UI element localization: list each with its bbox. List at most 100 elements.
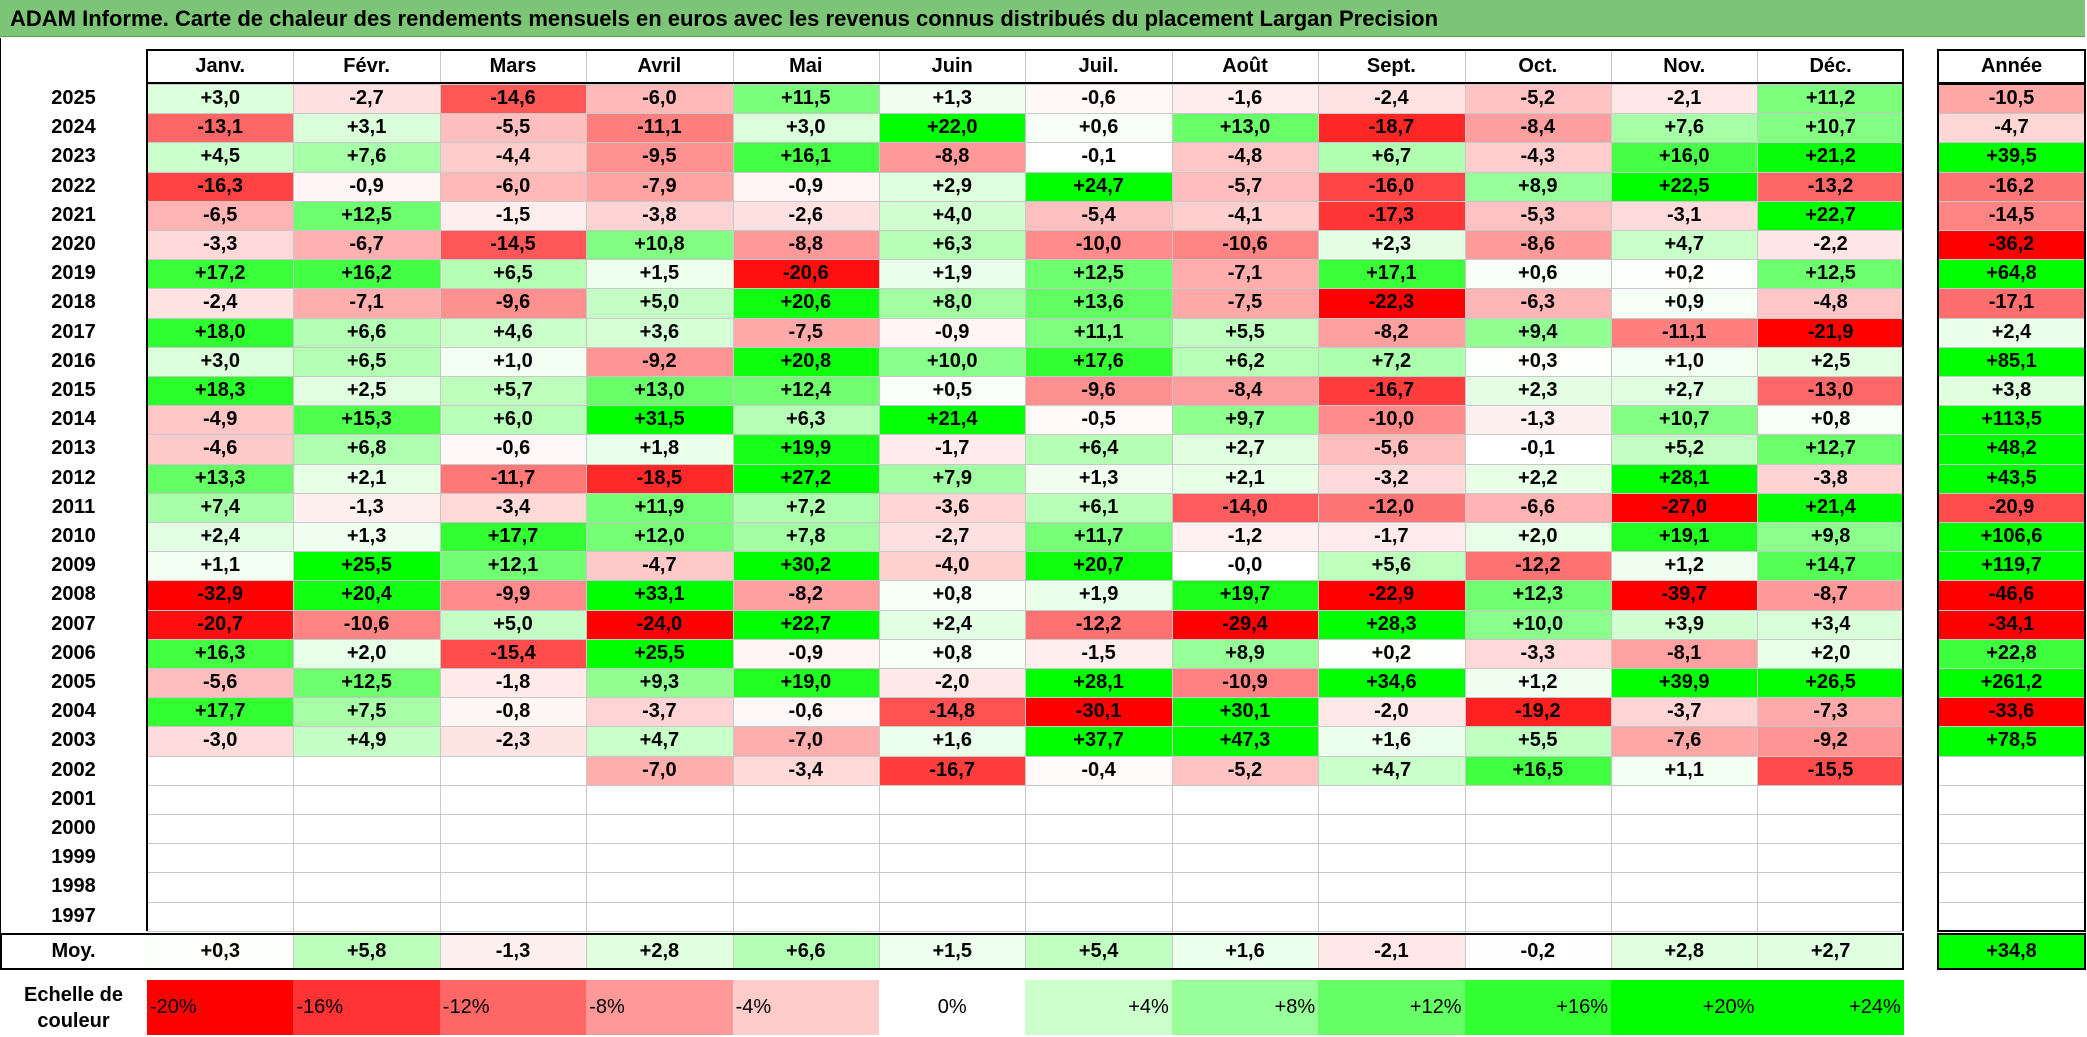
- heatmap-cell: [1025, 843, 1172, 873]
- heatmap-cell: +1,1: [1611, 755, 1758, 785]
- grid-line: [1938, 230, 2085, 231]
- heatmap-cell: -2,2: [1757, 230, 1904, 260]
- heatmap-cell: [1171, 872, 1319, 902]
- heatmap-cell: -30,1: [1025, 697, 1172, 727]
- heatmap-cell: +17,7: [439, 522, 587, 552]
- heatmap-cell: +6,4: [1025, 434, 1172, 464]
- grid-line: [147, 142, 1903, 144]
- heatmap-cell: [147, 755, 294, 785]
- heatmap-cell: -4,0: [879, 551, 1026, 581]
- heatmap-cell: +16,2: [293, 259, 440, 289]
- annual-cell: +119,7: [1938, 551, 2085, 581]
- report-title: ADAM Informe. Carte de chaleur des rende…: [0, 0, 2085, 37]
- grid-line: [1938, 113, 2085, 115]
- heatmap-cell: +6,6: [293, 317, 440, 347]
- row-year-label: 2013: [51, 437, 96, 460]
- heatmap-cell: +1,2: [1464, 668, 1611, 698]
- heatmap-cell: +6,1: [1025, 492, 1172, 522]
- heatmap-cell: [732, 843, 879, 873]
- heatmap-cell: -14,8: [879, 697, 1026, 727]
- heatmap-cell: +1,3: [293, 522, 440, 552]
- heatmap-cell: +2,5: [293, 376, 440, 406]
- average-cell: +1,5: [879, 935, 1026, 968]
- heatmap-cell: -27,0: [1611, 492, 1758, 522]
- annual-cell: -14,5: [1938, 200, 2085, 230]
- heatmap-cell: +12,7: [1757, 434, 1904, 464]
- heatmap-cell: +3,0: [147, 346, 294, 376]
- heatmap-cell: +25,5: [293, 551, 440, 581]
- heatmap-cell: -4,9: [147, 405, 294, 435]
- heatmap-cell: -1,5: [439, 200, 587, 230]
- grid-line: [147, 609, 1903, 611]
- heatmap-cell: -7,1: [1171, 259, 1319, 289]
- grid-line: [147, 755, 1903, 757]
- heatmap-cell: +22,0: [879, 113, 1026, 143]
- heatmap-cell: +4,0: [879, 200, 1026, 230]
- heatmap-cell: -2,3: [439, 726, 587, 756]
- heatmap-cell: +2,0: [293, 638, 440, 668]
- heatmap-cell: +6,5: [439, 259, 587, 289]
- heatmap-cell: -7,0: [732, 726, 879, 756]
- heatmap-cell: -29,4: [1171, 609, 1319, 639]
- heatmap-cell: -6,0: [586, 84, 733, 114]
- header-border: [146, 82, 1904, 84]
- heatmap-cell: +0,8: [879, 580, 1026, 610]
- annual-cell: [1938, 814, 2085, 844]
- heatmap-cell: +39,9: [1611, 668, 1758, 698]
- heatmap-cell: +26,5: [1757, 668, 1904, 698]
- heatmap-cell: +24,7: [1025, 171, 1172, 201]
- heatmap-cell: -1,7: [879, 434, 1026, 464]
- grid-line: [147, 638, 1903, 640]
- heatmap-cell: +7,9: [879, 463, 1026, 493]
- grid-line: [147, 376, 1903, 377]
- heatmap-cell: -5,7: [1171, 171, 1319, 201]
- heatmap-cell: +3,6: [586, 317, 733, 347]
- grid-line: [1938, 580, 2085, 582]
- heatmap-cell: +12,5: [293, 200, 440, 230]
- heatmap-cell: +12,3: [1464, 580, 1611, 610]
- heatmap-cell: +6,5: [293, 346, 440, 376]
- grid-line: [147, 580, 1903, 582]
- heatmap-cell: -3,6: [879, 492, 1026, 522]
- heatmap-cell: [586, 814, 733, 844]
- average-cell: +0,3: [147, 935, 294, 968]
- grid-line: [1938, 346, 2085, 348]
- heatmap-cell: -6,0: [439, 171, 587, 201]
- heatmap-cell: -3,4: [439, 492, 587, 522]
- grid-line: [293, 50, 295, 968]
- annual-cell: [1938, 901, 2085, 931]
- heatmap-cell: +0,8: [1757, 405, 1904, 435]
- heatmap-cell: +7,5: [293, 697, 440, 727]
- annual-column-border: [1937, 83, 1939, 932]
- month-header: Juil.: [1078, 55, 1119, 77]
- heatmap-cell: -14,6: [439, 84, 587, 114]
- average-cell: +2,8: [586, 935, 733, 968]
- row-year-label: 2009: [51, 554, 96, 577]
- heatmap-cell: +6,3: [879, 230, 1026, 260]
- heatmap-cell: [1025, 872, 1172, 902]
- row-year-label: 2005: [51, 671, 96, 693]
- month-header: Mars: [489, 55, 537, 77]
- annual-cell: -20,9: [1938, 492, 2085, 522]
- heatmap-cell: +4,7: [586, 726, 733, 756]
- month-header: Mai: [789, 55, 823, 77]
- grid-line: [1938, 638, 2085, 640]
- heatmap-cell: -4,6: [147, 434, 294, 464]
- heatmap-cell: -8,1: [1611, 638, 1758, 668]
- heatmap-cell: -21,9: [1757, 317, 1904, 347]
- row-year-label: 2003: [51, 729, 96, 752]
- heatmap-cell: +0,6: [1464, 259, 1611, 289]
- heatmap-cell: +3,4: [1757, 609, 1904, 639]
- annual-column-border: [2084, 83, 2086, 932]
- heatmap-cell: -1,3: [1464, 405, 1611, 435]
- heatmap-cell: -12,0: [1318, 492, 1465, 522]
- annual-header-border: [2084, 49, 2086, 84]
- month-header: Janv.: [195, 55, 246, 77]
- row-year-label: 2023: [51, 145, 96, 168]
- heatmap-cell: -4,4: [439, 142, 587, 172]
- annual-cell: -36,2: [1938, 230, 2085, 260]
- heatmap-cell: -0,6: [1025, 84, 1172, 114]
- heatmap-cell: [1611, 872, 1758, 902]
- heatmap-cell: [732, 872, 879, 902]
- heatmap-cell: +2,4: [147, 522, 294, 552]
